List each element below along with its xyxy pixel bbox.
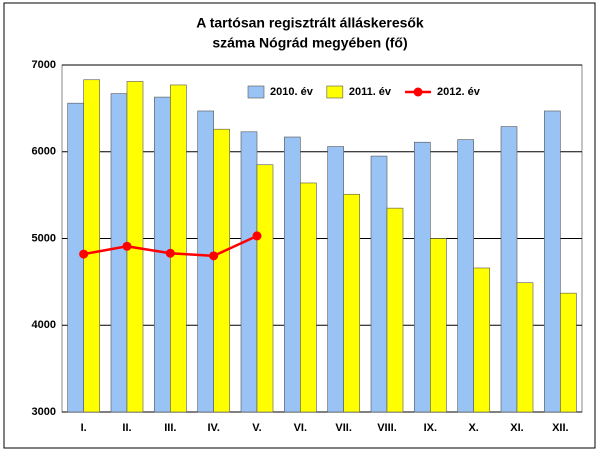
chart-title: száma Nógrád megyében (fő) [212, 35, 407, 51]
chart-title: A tartósan regisztrált álláskeresők [196, 15, 424, 31]
x-tick-label: II. [122, 422, 131, 434]
legend-label: 2012. év [437, 86, 481, 98]
legend-swatch [413, 87, 423, 97]
legend-label: 2010. év [270, 86, 314, 98]
x-tick-label: IX. [424, 422, 437, 434]
legend-swatch [326, 85, 344, 99]
x-tick-label: VI. [294, 422, 307, 434]
y-tick-label: 3000 [32, 406, 56, 418]
x-tick-label: IV. [207, 422, 219, 434]
bar [370, 155, 388, 413]
legend-label: 2011. év [349, 86, 392, 98]
bar [560, 292, 577, 413]
x-tick-label: XI. [510, 422, 523, 434]
bar [170, 84, 187, 413]
bar [327, 146, 344, 413]
x-tick-label: VII. [335, 422, 352, 434]
bar [240, 131, 258, 413]
bar [83, 79, 100, 413]
y-tick-label: 5000 [32, 232, 56, 244]
bar [110, 93, 128, 413]
x-tick-label: X. [468, 422, 478, 434]
bar [414, 141, 431, 413]
bar [516, 282, 534, 413]
legend-swatch [247, 85, 265, 99]
bar [544, 110, 561, 413]
bar [457, 139, 474, 413]
y-tick-label: 4000 [32, 319, 56, 331]
bar [473, 267, 490, 413]
x-tick-label: XII. [552, 422, 569, 434]
x-tick-label: III. [164, 422, 176, 434]
bar [300, 182, 317, 413]
bar [197, 110, 214, 413]
y-tick-label: 6000 [32, 146, 56, 158]
bar [213, 128, 230, 413]
line-point [79, 249, 89, 259]
bar [386, 207, 404, 413]
line-point [122, 241, 132, 251]
line-point [165, 248, 175, 258]
bar [430, 238, 447, 413]
bar [500, 126, 518, 413]
line-point [209, 251, 219, 261]
x-tick-label: VIII. [377, 422, 397, 434]
bar [284, 136, 301, 413]
line-point [252, 231, 262, 241]
bar [343, 193, 360, 413]
bar [256, 164, 274, 413]
y-tick-label: 7000 [32, 59, 56, 71]
x-tick-label: I. [81, 422, 87, 434]
x-tick-label: V. [252, 422, 261, 434]
